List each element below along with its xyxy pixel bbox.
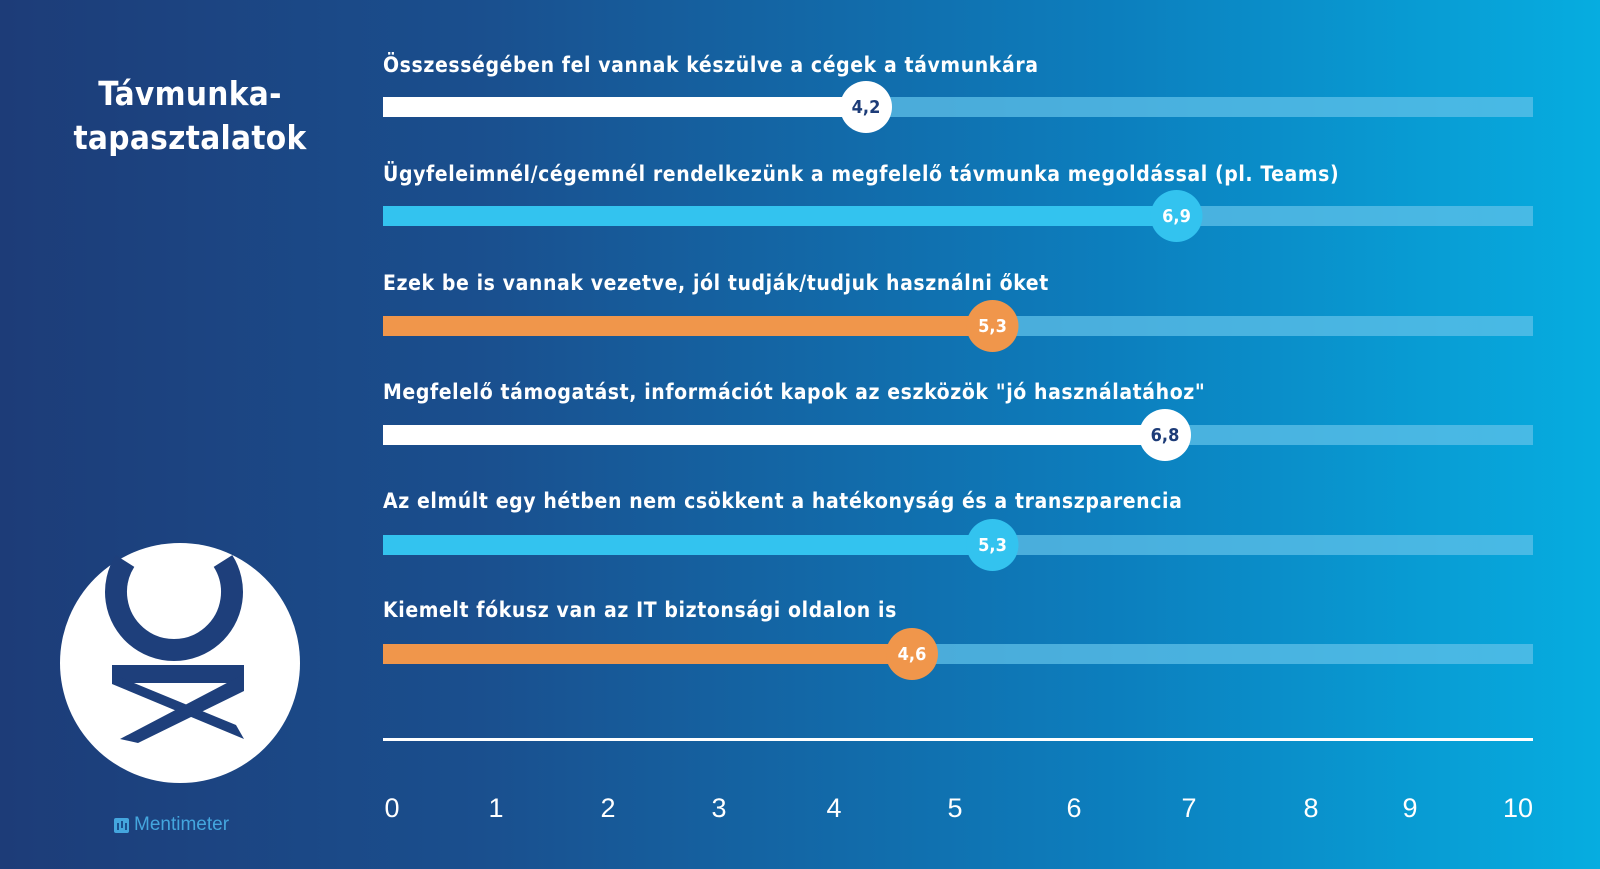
category-label: Összességében fel vannak készülve a cége… [383,52,1039,77]
bar [383,97,866,117]
x-axis-line [383,738,1533,741]
page-title: Távmunka- tapasztalatok [55,72,325,160]
bar [383,316,993,336]
category-label: Ügyfeleimnél/cégemnél rendelkezünk a meg… [383,161,1339,186]
brand-label: Mentimeter [134,814,230,835]
tick-label: 9 [1402,793,1417,823]
data-label: 6,8 [1151,425,1180,446]
category-label: Ezek be is vannak vezetve, jól tudják/tu… [383,271,1049,295]
value-marker [840,81,892,133]
bar [383,644,912,664]
page-title-line-1: Távmunka- [98,74,282,113]
bar [383,206,1177,226]
tick-label: 0 [384,793,399,823]
category-label: Megfelelő támogatást, információt kapok … [383,380,1205,404]
data-label: 6,9 [1162,206,1191,227]
value-marker [886,628,938,680]
tick-label: 2 [600,793,615,823]
value-marker [1139,409,1191,461]
tick-label: 8 [1303,793,1318,823]
tick-label: 4 [826,793,841,823]
data-label: 5,3 [978,316,1007,337]
category-label: Kiemelt fókusz van az IT biztonsági olda… [383,598,897,622]
tick-label: 5 [947,793,962,823]
data-label: 4,6 [898,644,927,665]
data-label: 5,3 [978,535,1007,556]
bar [383,425,1165,445]
tick-label: 3 [711,793,726,823]
tick-label: 6 [1066,793,1081,823]
mentimeter-logo-icon [114,817,129,833]
ok-monogram-logo-icon [105,555,244,743]
mentimeter-brand: Mentimeter [114,814,229,836]
value-marker [1150,190,1203,242]
tick-label: 7 [1181,793,1196,823]
category-label: Az elmúlt egy hétben nem csökkent a haté… [383,489,1182,513]
bar [383,535,993,555]
value-marker [966,300,1019,352]
tick-label: 10 [1503,793,1533,823]
tick-label: 1 [488,793,503,823]
data-label: 4,2 [852,97,881,118]
ok-logo [60,543,300,783]
page-title-line-2: tapasztalatok [73,118,307,157]
value-marker [966,519,1019,571]
